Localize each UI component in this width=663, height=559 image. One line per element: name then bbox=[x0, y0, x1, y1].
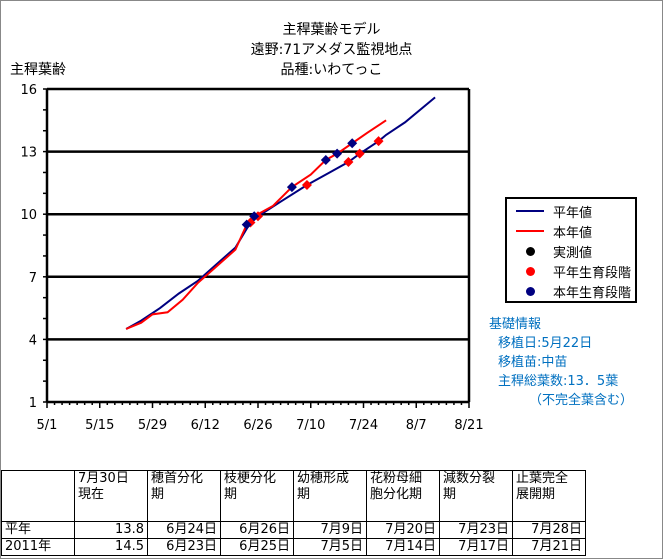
x-tick-label: 5/29 bbox=[138, 418, 167, 433]
stage-marker-4 bbox=[347, 138, 358, 149]
y-tick-label: 10 bbox=[20, 208, 37, 223]
cell: 7月5日 bbox=[293, 538, 367, 556]
y-tick-label: 16 bbox=[20, 83, 37, 98]
chart-subtitle-location: 遠野:71アメダス監視地点 bbox=[250, 42, 413, 58]
x-tick-label: 6/12 bbox=[191, 418, 220, 433]
x-tick-label: 6/26 bbox=[243, 418, 272, 433]
stage-marker-4 bbox=[320, 154, 331, 165]
header-cell: 7月30日 現在 bbox=[74, 470, 148, 522]
table-row: 平年 13.8 6月24日 6月26日 7月9日 7月20日 7月23日 7月2… bbox=[1, 521, 586, 539]
chart-title: 主稈葉齢モデル bbox=[282, 22, 381, 38]
info-heading: 基礎情報 bbox=[489, 317, 542, 332]
line-swatch-icon bbox=[516, 210, 544, 212]
table-header-row: 7月30日 現在 穂首分化 期 枝梗分化 期 幼穂形成 期 花粉母細 胞分化期 … bbox=[1, 470, 586, 522]
x-tick-label: 5/1 bbox=[37, 418, 58, 433]
cell: 6月23日 bbox=[147, 538, 221, 556]
dot-icon bbox=[525, 246, 535, 256]
legend-label: 実測値 bbox=[553, 245, 593, 261]
header-cell: 減数分裂 期 bbox=[439, 470, 513, 522]
header-cell bbox=[1, 470, 75, 522]
stage-marker-4 bbox=[241, 219, 252, 230]
cell: 13.8 bbox=[74, 521, 148, 539]
stage-marker-4 bbox=[249, 211, 260, 222]
cell: 7月28日 bbox=[512, 521, 586, 539]
row-label: 2011年 bbox=[1, 538, 75, 556]
dot-icon bbox=[525, 286, 535, 296]
legend-item-measured: 実測値 bbox=[515, 241, 592, 261]
info-transplant-date: 移植日:5月22日 bbox=[498, 336, 593, 351]
header-cell: 枝梗分化 期 bbox=[220, 470, 294, 522]
legend-item-avg-stage: 平年生育段階 bbox=[515, 261, 631, 281]
y-axis-label: 主稈葉齢 bbox=[10, 62, 66, 78]
legend-item-avg: 平年値 bbox=[515, 201, 592, 221]
dot-icon bbox=[525, 266, 535, 276]
stage-marker-3 bbox=[354, 148, 365, 159]
y-tick-label: 1 bbox=[29, 396, 37, 411]
cell: 7月20日 bbox=[366, 521, 440, 539]
table-row: 2011年 14.5 6月23日 6月25日 7月5日 7月14日 7月17日 … bbox=[1, 538, 586, 556]
header-cell: 止葉完全 展開期 bbox=[512, 470, 586, 522]
row-label: 平年 bbox=[1, 521, 75, 539]
header-cell: 幼穂形成 期 bbox=[293, 470, 367, 522]
cell: 7月23日 bbox=[439, 521, 513, 539]
x-tick-label: 8/7 bbox=[406, 418, 427, 433]
stage-marker-3 bbox=[373, 136, 384, 147]
legend-label: 本年生育段階 bbox=[553, 285, 632, 301]
basic-info: 基礎情報 移植日:5月22日 移植苗:中苗 主稈総葉数:13．5葉 （不完全葉含… bbox=[489, 315, 633, 410]
stage-marker-3 bbox=[343, 157, 354, 168]
y-tick-label: 4 bbox=[29, 333, 37, 348]
x-tick-label: 5/15 bbox=[85, 418, 114, 433]
cell: 7月17日 bbox=[439, 538, 513, 556]
header-cell: 花粉母細 胞分化期 bbox=[366, 470, 440, 522]
x-tick-label: 7/10 bbox=[296, 418, 325, 433]
line-swatch-icon bbox=[516, 230, 544, 232]
stage-marker-4 bbox=[332, 148, 343, 159]
x-tick-label: 8/21 bbox=[454, 418, 483, 433]
leaf-age-chart: 1 4 7 10 13 16 5/1 5/15 5/29 6/12 6/26 7/10 7/24 8/7 8… bbox=[20, 83, 483, 433]
legend-label: 平年生育段階 bbox=[553, 265, 632, 281]
legend: 平年値 本年値 実測値 平年生育段階 本年生育段階 bbox=[505, 197, 637, 303]
info-total-leaves: 主稈総葉数:13．5葉 bbox=[498, 374, 619, 389]
cell: 14.5 bbox=[74, 538, 148, 556]
growth-stage-table: 7月30日 現在 穂首分化 期 枝梗分化 期 幼穂形成 期 花粉母細 胞分化期 … bbox=[1, 470, 586, 556]
cell: 7月9日 bbox=[293, 521, 367, 539]
legend-label: 平年値 bbox=[553, 205, 593, 221]
legend-item-this-year: 本年値 bbox=[515, 221, 592, 241]
cell: 6月25日 bbox=[220, 538, 294, 556]
cell: 6月26日 bbox=[220, 521, 294, 539]
stage-marker-4 bbox=[286, 182, 297, 193]
legend-item-this-year-stage: 本年生育段階 bbox=[515, 281, 631, 301]
info-seedling: 移植苗:中苗 bbox=[498, 355, 568, 370]
header-cell: 穂首分化 期 bbox=[147, 470, 221, 522]
cell: 6月24日 bbox=[147, 521, 221, 539]
y-tick-label: 13 bbox=[20, 146, 37, 161]
info-note: （不完全葉含む） bbox=[529, 393, 634, 408]
cell: 7月14日 bbox=[366, 538, 440, 556]
x-tick-label: 7/24 bbox=[349, 418, 378, 433]
stage-marker-3 bbox=[301, 179, 312, 190]
y-tick-label: 7 bbox=[29, 271, 37, 286]
legend-label: 本年値 bbox=[553, 225, 593, 241]
chart-subtitle-variety: 品種:いわてっこ bbox=[280, 62, 383, 78]
cell: 7月21日 bbox=[512, 538, 586, 556]
